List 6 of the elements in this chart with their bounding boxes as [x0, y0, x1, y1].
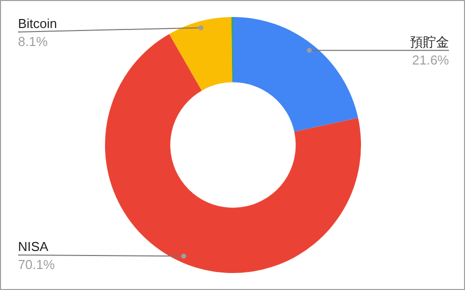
slice-label: 預貯金	[410, 34, 449, 50]
data-label: 8.1%	[18, 34, 48, 49]
slice-label: NISA	[18, 239, 49, 254]
data-label: 70.1%	[18, 257, 56, 272]
slice-label: Bitcoin	[18, 16, 58, 31]
data-label: 21.6%	[412, 52, 450, 68]
